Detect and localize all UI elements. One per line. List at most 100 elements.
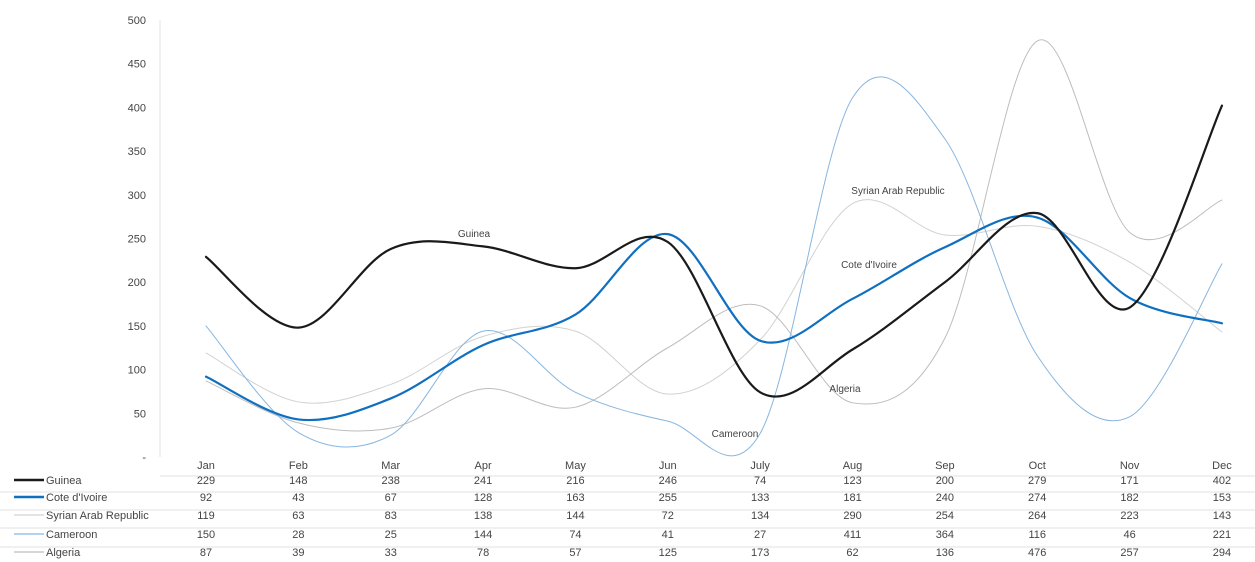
data-table: Jan Feb Mar Apr May Jun July Aug Sep Oct Nov Dec Gui… xyxy=(14,460,1232,559)
y-tick-label: 50 xyxy=(134,408,146,420)
y-axis: - 50 100 150 200 250 300 350 400 450 500 xyxy=(128,15,147,464)
table-cell: 294 xyxy=(1213,547,1231,559)
x-tick-label: Jun xyxy=(659,460,677,472)
y-tick-label: 500 xyxy=(128,15,146,27)
table-cell: 240 xyxy=(936,492,954,504)
table-cell: 72 xyxy=(662,510,674,522)
x-tick-label: Oct xyxy=(1029,460,1046,472)
x-tick-label: Apr xyxy=(475,460,492,472)
table-cell: 123 xyxy=(843,475,861,487)
table-cell: 402 xyxy=(1213,475,1231,487)
table-cell: 63 xyxy=(292,510,304,522)
table-cell: 74 xyxy=(754,475,766,487)
y-tick-label: 200 xyxy=(128,277,146,289)
table-cell: 238 xyxy=(382,475,400,487)
table-cell: 125 xyxy=(659,547,677,559)
series-annotation: Cameroon xyxy=(712,429,759,440)
table-cell: 25 xyxy=(385,529,397,541)
y-tick-label: 300 xyxy=(128,190,146,202)
table-cell: 257 xyxy=(1120,547,1138,559)
table-cell: 290 xyxy=(843,510,861,522)
y-tick-label: 400 xyxy=(128,102,146,114)
table-cell: 92 xyxy=(200,492,212,504)
x-tick-label: July xyxy=(750,460,770,472)
legend-label: Guinea xyxy=(46,475,82,487)
x-tick-label: May xyxy=(565,460,586,472)
table-cell: 223 xyxy=(1120,510,1138,522)
series-annotation: Cote d'Ivoire xyxy=(841,260,897,271)
table-cell: 116 xyxy=(1028,529,1046,541)
table-cell: 134 xyxy=(751,510,769,522)
legend-label: Algeria xyxy=(46,547,81,559)
y-tick-label: 100 xyxy=(128,365,146,377)
table-cell: 74 xyxy=(569,529,581,541)
table-cell: 364 xyxy=(936,529,954,541)
y-tick-label: 250 xyxy=(128,234,146,246)
table-cell: 229 xyxy=(197,475,215,487)
table-cell: 181 xyxy=(843,492,861,504)
table-cell: 43 xyxy=(292,492,304,504)
table-cell: 67 xyxy=(385,492,397,504)
y-tick-label: - xyxy=(142,452,146,464)
legend-label: Cameroon xyxy=(46,529,97,541)
x-tick-label: Feb xyxy=(289,460,308,472)
x-tick-label: Mar xyxy=(381,460,400,472)
y-tick-label: 450 xyxy=(128,59,146,71)
table-cell: 143 xyxy=(1213,510,1231,522)
table-cell: 87 xyxy=(200,547,212,559)
table-cell: 153 xyxy=(1213,492,1231,504)
table-cell: 411 xyxy=(844,529,862,541)
table-cell: 182 xyxy=(1120,492,1138,504)
table-cell: 171 xyxy=(1120,475,1138,487)
table-cell: 41 xyxy=(662,529,674,541)
series-annotation: Guinea xyxy=(458,229,491,240)
table-cell: 119 xyxy=(197,510,215,522)
table-cell: 144 xyxy=(566,510,584,522)
series-annotations: Guinea Cote d'Ivoire Syrian Arab Republic C… xyxy=(458,186,945,440)
table-cell: 274 xyxy=(1028,492,1046,504)
table-cell: 57 xyxy=(569,547,581,559)
series-annotation: Syrian Arab Republic xyxy=(851,186,944,197)
table-cell: 200 xyxy=(936,475,954,487)
series-line-syrian-arab-republic xyxy=(205,199,1223,404)
table-cell: 28 xyxy=(292,529,304,541)
table-cell: 221 xyxy=(1213,529,1231,541)
table-cell: 173 xyxy=(751,547,769,559)
x-tick-label: Jan xyxy=(197,460,215,472)
table-cell: 27 xyxy=(754,529,766,541)
table-cell: 148 xyxy=(289,475,307,487)
table-cell: 39 xyxy=(292,547,304,559)
x-tick-label: Aug xyxy=(843,460,863,472)
x-tick-label: Sep xyxy=(935,460,955,472)
table-cell: 144 xyxy=(474,529,492,541)
series-line-algeria xyxy=(205,39,1223,432)
table-cell: 33 xyxy=(385,547,397,559)
table-cell: 476 xyxy=(1028,547,1046,559)
x-tick-label: Dec xyxy=(1212,460,1232,472)
table-cell: 254 xyxy=(936,510,954,522)
table-cell: 246 xyxy=(659,475,677,487)
data-table-grid xyxy=(0,475,1255,548)
series-line-cote-d-ivoire xyxy=(204,214,1224,422)
table-cell: 264 xyxy=(1028,510,1046,522)
series-line-cameroon xyxy=(205,76,1223,457)
table-cell: 62 xyxy=(846,547,858,559)
table-cell: 78 xyxy=(477,547,489,559)
table-cell: 133 xyxy=(751,492,769,504)
table-cell: 216 xyxy=(566,475,584,487)
table-cell: 279 xyxy=(1028,475,1046,487)
table-cell: 46 xyxy=(1123,529,1135,541)
table-cell: 150 xyxy=(197,529,215,541)
table-cell: 255 xyxy=(659,492,677,504)
legend-label: Cote d'Ivoire xyxy=(46,492,107,504)
y-tick-label: 350 xyxy=(128,146,146,158)
table-cell: 136 xyxy=(936,547,954,559)
series-line-guinea xyxy=(204,104,1224,398)
table-cell: 241 xyxy=(474,475,492,487)
table-cell: 83 xyxy=(385,510,397,522)
table-cell: 128 xyxy=(474,492,492,504)
series-lines xyxy=(204,39,1224,457)
legend-label: Syrian Arab Republic xyxy=(46,510,149,522)
x-tick-label: Nov xyxy=(1120,460,1140,472)
